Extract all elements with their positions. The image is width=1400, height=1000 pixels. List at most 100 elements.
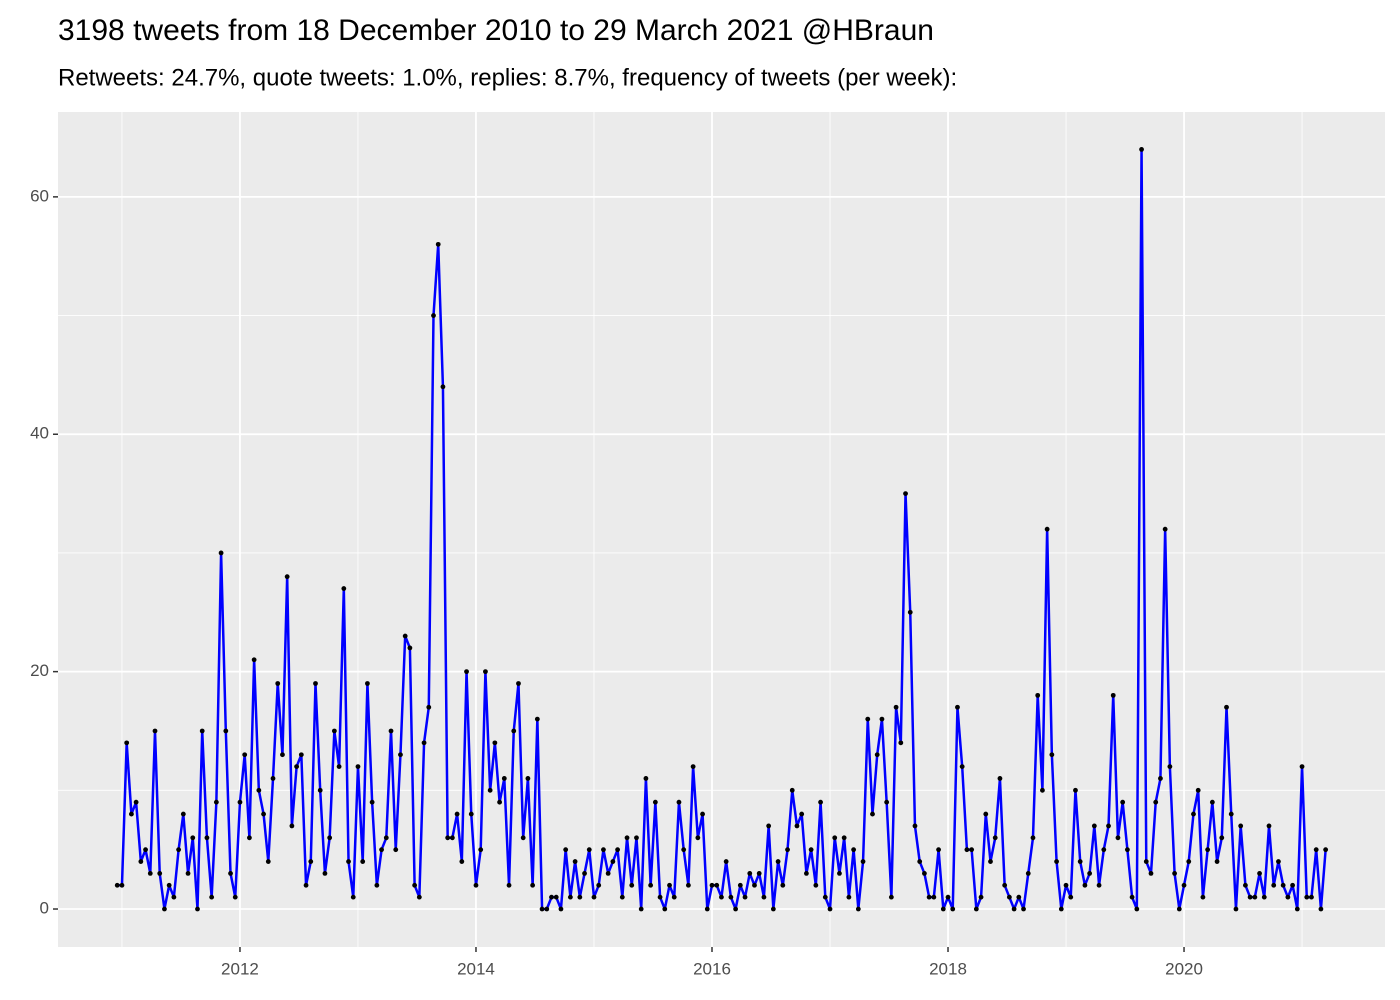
data-point: [676, 799, 682, 805]
data-point: [1242, 882, 1248, 888]
data-point: [742, 894, 748, 900]
data-point: [549, 894, 554, 900]
data-point: [870, 811, 875, 817]
data-point: [624, 835, 630, 841]
data-point: [1025, 871, 1031, 876]
data-point: [284, 574, 290, 580]
data-point: [648, 882, 654, 888]
x-tick-label: 2018: [929, 959, 967, 978]
data-point: [1040, 787, 1045, 793]
data-point: [719, 894, 724, 900]
data-point: [610, 859, 616, 864]
data-point: [1285, 894, 1291, 900]
data-point: [398, 752, 403, 758]
data-point: [331, 728, 337, 734]
data-point: [1313, 847, 1319, 853]
data-point: [294, 764, 300, 769]
data-point: [780, 882, 786, 888]
data-point: [615, 847, 620, 853]
data-point: [360, 859, 366, 864]
data-point: [747, 871, 753, 876]
data-point: [643, 776, 649, 781]
data-point: [586, 847, 592, 853]
data-point: [1058, 906, 1064, 912]
data-point: [1304, 894, 1310, 900]
data-point: [695, 835, 701, 841]
data-point: [449, 835, 455, 841]
data-point: [1200, 894, 1206, 900]
x-tick-label: 2020: [1165, 959, 1203, 978]
data-point: [1257, 871, 1262, 876]
data-point: [303, 882, 309, 888]
data-point: [152, 728, 158, 734]
data-point: [133, 799, 139, 805]
data-point: [789, 787, 795, 793]
data-point: [1148, 871, 1154, 876]
y-tick-label: 0: [40, 899, 49, 918]
data-point: [176, 847, 182, 853]
data-point: [1073, 787, 1078, 793]
chart-subtitle: Retweets: 24.7%, quote tweets: 1.0%, rep…: [58, 64, 957, 91]
data-point: [1153, 799, 1159, 805]
data-point: [1252, 894, 1258, 900]
data-point: [379, 847, 384, 853]
data-point: [143, 847, 148, 853]
data-point: [1044, 526, 1050, 532]
chart-title: 3198 tweets from 18 December 2010 to 29 …: [58, 14, 934, 47]
data-point: [199, 728, 205, 734]
data-point: [761, 894, 767, 900]
data-point: [1309, 894, 1314, 900]
data-point: [1068, 894, 1074, 900]
data-point: [129, 811, 134, 817]
data-point: [601, 847, 606, 853]
data-point: [431, 313, 436, 318]
data-point: [841, 835, 847, 841]
data-point: [365, 681, 370, 686]
data-point: [1016, 894, 1022, 900]
data-point: [926, 894, 932, 900]
data-point: [525, 776, 531, 781]
data-point: [737, 882, 743, 888]
data-point: [855, 906, 861, 912]
data-point: [223, 728, 229, 734]
data-point: [1323, 847, 1329, 853]
data-point: [969, 847, 975, 853]
data-point: [487, 787, 493, 793]
data-point: [317, 787, 323, 793]
data-point: [879, 716, 885, 722]
plot-panel: [58, 112, 1385, 947]
data-point: [511, 728, 517, 734]
data-point: [1134, 906, 1140, 912]
data-point: [973, 906, 979, 912]
data-point: [1280, 882, 1286, 888]
data-point: [180, 811, 186, 817]
data-point: [563, 847, 569, 853]
data-point: [261, 811, 266, 817]
data-point: [775, 859, 781, 864]
data-point: [247, 835, 252, 841]
data-point: [1054, 859, 1059, 864]
data-point: [228, 871, 233, 876]
data-point: [605, 871, 611, 876]
data-point: [147, 871, 153, 876]
data-point: [520, 835, 526, 841]
data-point: [931, 894, 937, 900]
data-point: [298, 752, 304, 758]
data-point: [506, 882, 512, 888]
data-point: [478, 847, 484, 853]
data-point: [799, 811, 805, 817]
data-point: [619, 894, 625, 900]
data-point: [884, 799, 890, 805]
data-point: [945, 894, 951, 900]
data-point: [1162, 526, 1168, 532]
data-point: [936, 847, 941, 853]
data-point: [1124, 847, 1130, 853]
data-point: [851, 847, 857, 853]
data-point: [955, 704, 960, 710]
data-point: [1181, 882, 1187, 888]
data-point: [907, 609, 913, 615]
data-point: [454, 811, 460, 817]
data-point: [1233, 906, 1239, 912]
data-point: [402, 633, 408, 639]
